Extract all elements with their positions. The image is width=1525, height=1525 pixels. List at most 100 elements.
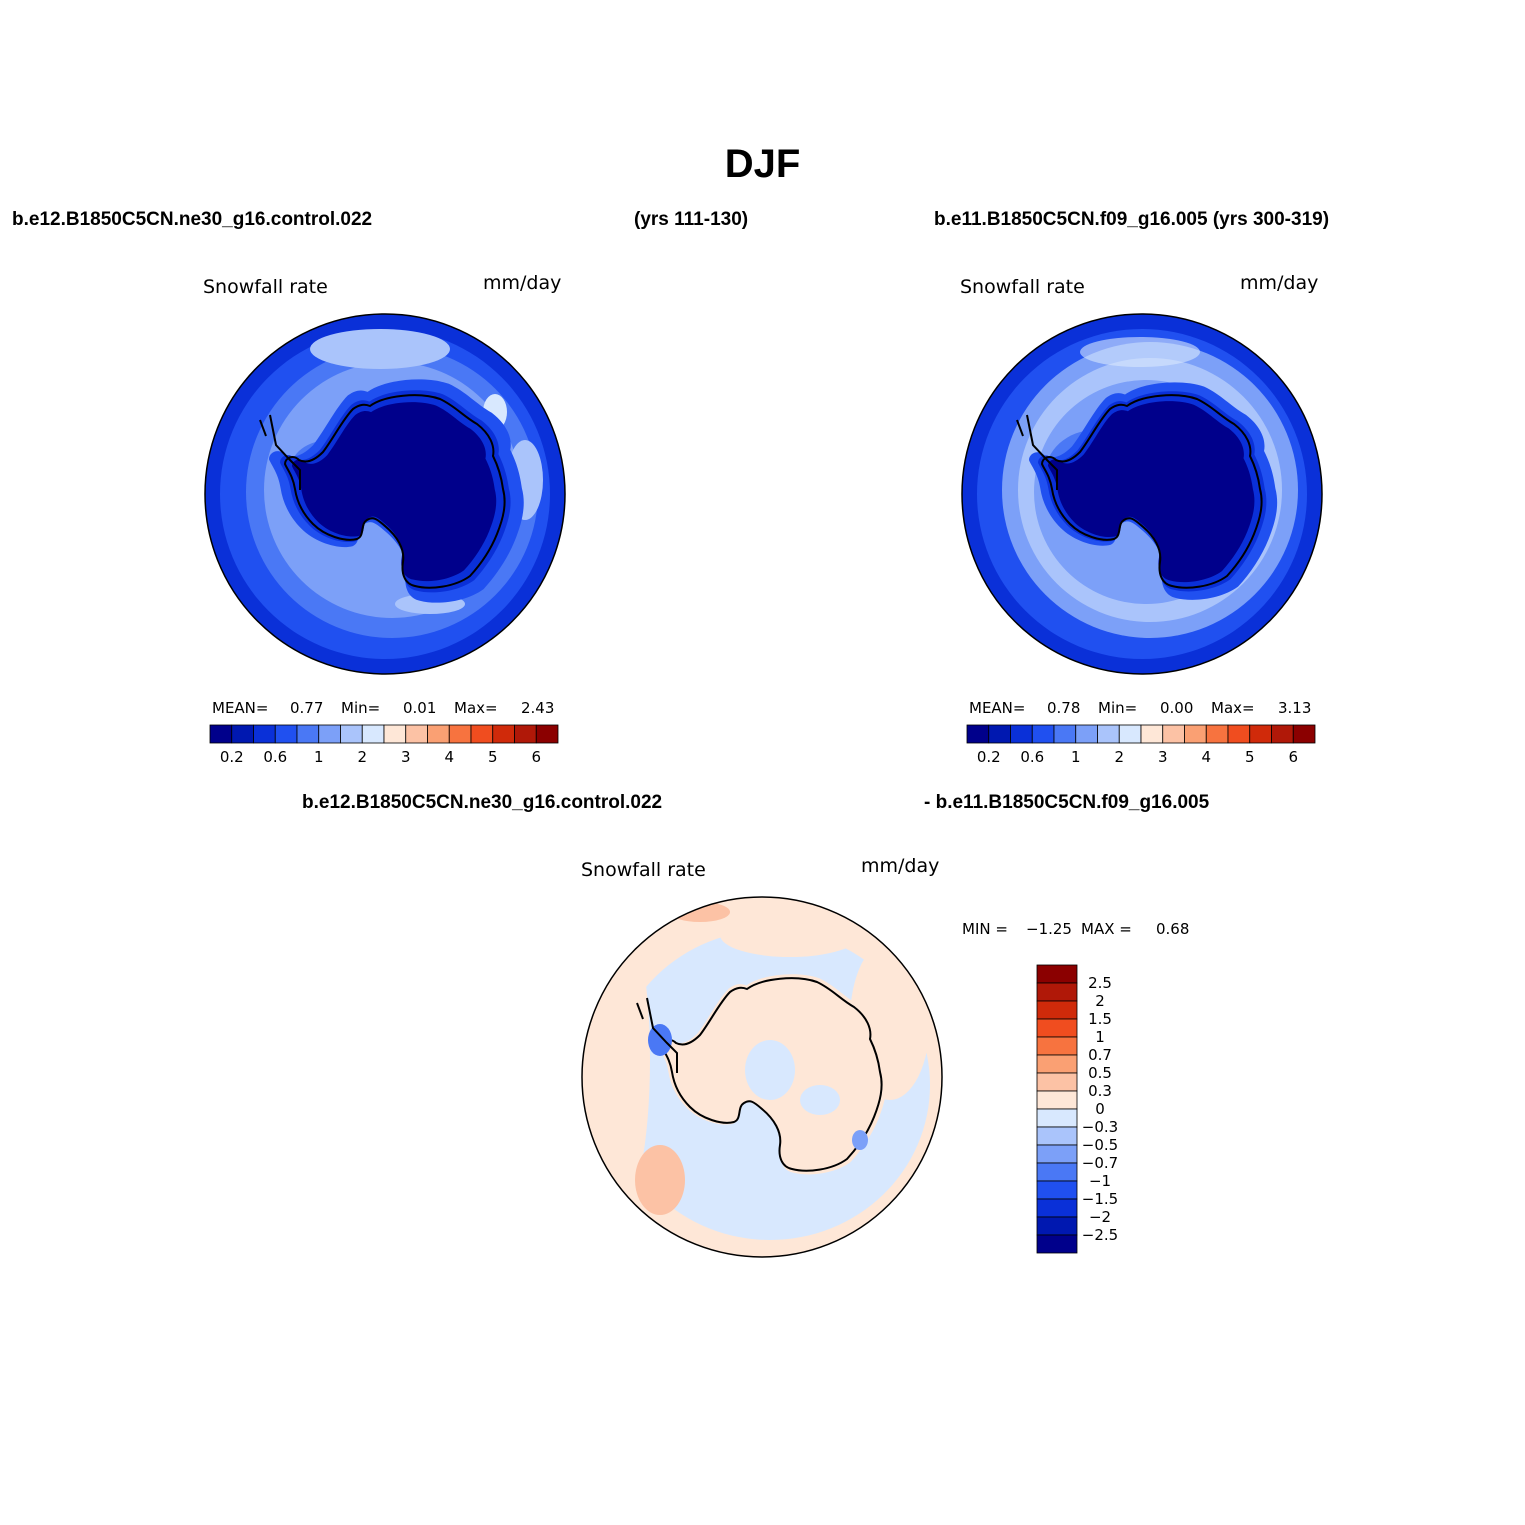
panel1-colorbar-swatch xyxy=(535,724,559,744)
panel2-colorbar-tick-label: 5 xyxy=(1245,748,1255,766)
diff-colorbar-tick-label: 0.5 xyxy=(1088,1064,1112,1082)
diff-colorbar-tick-label: −0.5 xyxy=(1082,1136,1118,1154)
diff-colorbar-tick-label: 0 xyxy=(1095,1100,1105,1118)
panel1-max-label: Max= xyxy=(454,699,498,717)
diff-colorbar-swatch xyxy=(1036,1072,1078,1092)
diff-colorbar-swatch xyxy=(1036,1180,1078,1200)
panel2-colorbar-tick-label: 2 xyxy=(1114,748,1124,766)
panel2-mean-value: 0.78 xyxy=(1047,699,1081,717)
panel1-colorbar-tick-label: 6 xyxy=(531,748,541,766)
panel1-colorbar-swatch xyxy=(231,724,254,744)
panel2-colorbar-swatch xyxy=(1205,724,1229,744)
diff-colorbar-tick-label: 1.5 xyxy=(1088,1010,1112,1028)
diff-colorbar-swatch xyxy=(1036,1144,1078,1164)
panel1-colorbar-swatch xyxy=(253,724,276,744)
diff-colorbar-swatch xyxy=(1036,1000,1078,1020)
panel2-colorbar-swatch xyxy=(1292,724,1316,744)
diff-colorbar-swatch xyxy=(1036,1054,1078,1074)
diff-colorbar-swatch xyxy=(1036,982,1078,1002)
panel1-colorbar-tick-label: 2 xyxy=(357,748,367,766)
panel1-colorbar-swatch xyxy=(340,724,363,744)
panel1-colorbar-swatch xyxy=(405,724,428,744)
diff-colorbar-tick-label: 1 xyxy=(1095,1028,1105,1046)
panel1-colorbar-tick-label: 4 xyxy=(444,748,454,766)
case2-label: b.e11.B1850C5CN.f09_g16.005 (yrs 300-319… xyxy=(934,209,1330,230)
panel2-colorbar-swatch xyxy=(1249,724,1272,744)
diff-colorbar-tick-label: 0.7 xyxy=(1088,1046,1112,1064)
diff-case2-label: - b.e11.B1850C5CN.f09_g16.005 xyxy=(924,792,1210,813)
panel2-colorbar-swatch xyxy=(966,724,990,744)
diff-colorbar-tick-label: −1 xyxy=(1089,1172,1111,1190)
diff-colorbar-swatch xyxy=(1036,1198,1078,1218)
diff-colorbar-swatch xyxy=(1036,1108,1078,1128)
panel1-colorbar-swatch xyxy=(209,724,233,744)
panel2-colorbar-swatch xyxy=(1097,724,1120,744)
panel1-colorbar-swatch xyxy=(492,724,515,744)
diff-min-label: MIN = xyxy=(962,920,1008,938)
panel1-mean-label: MEAN= xyxy=(212,699,269,717)
panel1-colorbar-swatch xyxy=(470,724,494,744)
diff-variable-label: Snowfall rate xyxy=(581,859,706,881)
diff-colorbar-swatch xyxy=(1036,1036,1078,1056)
diff-colorbar-swatch xyxy=(1036,1126,1078,1146)
panel1-colorbar-tick-label: 0.6 xyxy=(263,748,287,766)
panel1-colorbar-swatch xyxy=(318,724,341,744)
panel2-max-label: Max= xyxy=(1211,699,1255,717)
diff-colorbar-tick-label: −0.7 xyxy=(1082,1154,1118,1172)
panel2-units-label: mm/day xyxy=(1240,272,1319,294)
diff-min-value: −1.25 xyxy=(1026,920,1072,938)
panel1-colorbar-tick-label: 0.2 xyxy=(220,748,244,766)
figure-title: DJF xyxy=(724,142,801,186)
panel2-colorbar-tick-label: 3 xyxy=(1158,748,1168,766)
panel2-colorbar-swatch xyxy=(1075,724,1098,744)
diff-map xyxy=(581,896,943,1258)
panel1-colorbar-swatch xyxy=(361,724,385,744)
panel1-min-value: 0.01 xyxy=(403,699,437,717)
panel1-colorbar: 0.2 0.6 1 2 3 4 5 6 xyxy=(209,724,559,766)
panel2-variable-label: Snowfall rate xyxy=(960,276,1085,298)
panel2-colorbar-swatch xyxy=(1162,724,1185,744)
diff-colorbar-tick-label: −2 xyxy=(1089,1208,1111,1226)
panel2-colorbar-tick-label: 6 xyxy=(1288,748,1298,766)
panel2-colorbar-tick-label: 4 xyxy=(1201,748,1211,766)
panel1-units-label: mm/day xyxy=(483,272,562,294)
panel2-colorbar-swatch xyxy=(1184,724,1207,744)
panel1-map xyxy=(204,313,566,675)
panel2-mean-label: MEAN= xyxy=(969,699,1026,717)
diff-colorbar-tick-label: 2 xyxy=(1095,992,1105,1010)
panel1-mean-value: 0.77 xyxy=(290,699,324,717)
diff-colorbar-tick-label: 2.5 xyxy=(1088,974,1112,992)
diff-colorbar-tick-label: −2.5 xyxy=(1082,1226,1118,1244)
panel1-colorbar-swatch xyxy=(296,724,320,744)
panel2-colorbar-tick-label: 0.6 xyxy=(1020,748,1044,766)
panel2-min-value: 0.00 xyxy=(1160,699,1194,717)
panel2-colorbar-swatch xyxy=(1118,724,1142,744)
diff-colorbar-swatch xyxy=(1036,1090,1078,1110)
diff-max-value: 0.68 xyxy=(1156,920,1190,938)
case1-years-label: (yrs 111-130) xyxy=(634,209,749,230)
panel1-colorbar-swatch xyxy=(274,724,298,744)
panel2-map xyxy=(961,313,1323,675)
diff-colorbar-tick-label: 0.3 xyxy=(1088,1082,1112,1100)
diff-colorbar-swatch xyxy=(1036,1162,1078,1182)
diff-colorbar-tick-label: −0.3 xyxy=(1082,1118,1118,1136)
panel1-colorbar-swatch xyxy=(427,724,450,744)
panel1-colorbar-tick-label: 3 xyxy=(401,748,411,766)
panel2-max-value: 3.13 xyxy=(1278,699,1312,717)
diff-colorbar-tick-label: −1.5 xyxy=(1082,1190,1118,1208)
diff-colorbar-swatch xyxy=(1036,1216,1078,1236)
diff-colorbar-swatch xyxy=(1036,964,1078,984)
panel2-colorbar-swatch xyxy=(1271,724,1294,744)
panel1-max-value: 2.43 xyxy=(521,699,555,717)
panel2-colorbar-tick-label: 0.2 xyxy=(977,748,1001,766)
case1-label: b.e12.B1850C5CN.ne30_g16.control.022 xyxy=(12,209,373,230)
diff-case1-label: b.e12.B1850C5CN.ne30_g16.control.022 xyxy=(302,792,663,813)
panel2-colorbar-swatch xyxy=(1010,724,1033,744)
diff-max-label: MAX = xyxy=(1081,920,1132,938)
panel2-colorbar-swatch xyxy=(988,724,1011,744)
panel2-colorbar-swatch xyxy=(1140,724,1164,744)
panel2-colorbar-tick-label: 1 xyxy=(1071,748,1081,766)
panel2-colorbar-swatch xyxy=(1227,724,1251,744)
panel1-colorbar-swatch xyxy=(383,724,407,744)
